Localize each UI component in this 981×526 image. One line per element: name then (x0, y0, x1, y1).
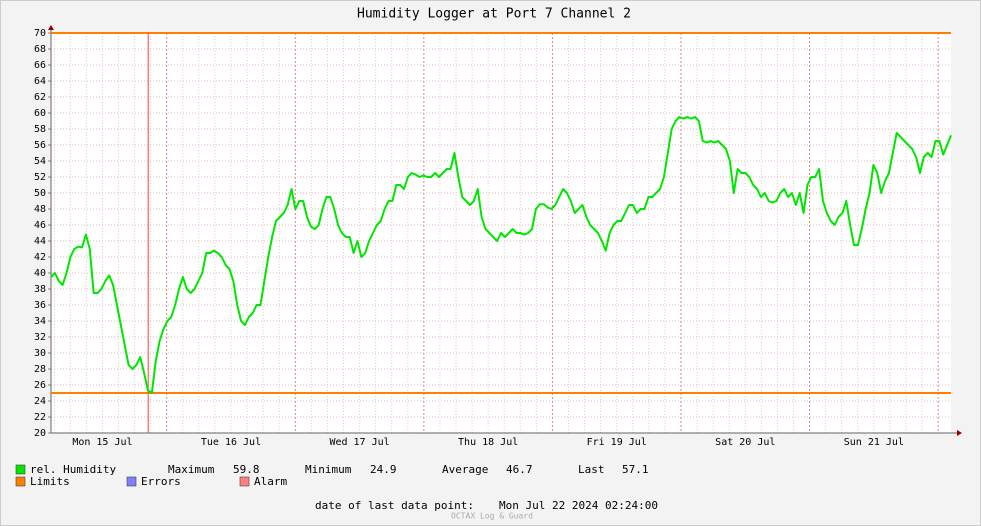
y-tick-label: 28 (34, 364, 46, 375)
y-tick-label: 68 (34, 44, 46, 55)
x-tick-label: Mon 15 Jul (72, 437, 132, 448)
y-tick-label: 22 (34, 412, 46, 423)
y-tick-label: 58 (34, 124, 46, 135)
legend-swatch (15, 476, 26, 487)
stat-label: Maximum (168, 463, 215, 476)
y-tick-label: 32 (34, 332, 46, 343)
y-tick-label: 54 (34, 156, 46, 167)
footer-value: Mon Jul 22 2024 02:24:00 (499, 499, 658, 512)
y-tick-label: 40 (34, 268, 46, 279)
y-tick-label: 20 (34, 428, 46, 439)
y-tick-label: 64 (34, 76, 46, 87)
y-tick-label: 34 (34, 316, 46, 327)
legend-swatch (126, 476, 137, 487)
legend-swatch (15, 464, 26, 475)
x-tick-label: Sat 20 Jul (715, 437, 775, 448)
x-tick-label: Tue 16 Jul (201, 437, 261, 448)
y-arrow (48, 25, 54, 30)
x-tick-label: Sun 21 Jul (844, 437, 904, 448)
stat-label: Minimum (305, 463, 352, 476)
y-tick-label: 24 (34, 396, 46, 407)
stat-label: Average (442, 463, 488, 476)
y-tick-label: 52 (34, 172, 46, 183)
y-tick-label: 30 (34, 348, 46, 359)
x-tick-label: Fri 19 Jul (587, 437, 647, 448)
x-arrow (957, 430, 962, 436)
data-line (50, 116, 952, 394)
x-tick-label: Wed 17 Jul (329, 437, 389, 448)
y-tick-label: 70 (34, 28, 46, 39)
y-tick-label: 62 (34, 92, 46, 103)
legend-swatch (239, 476, 250, 487)
chart-title: Humidity Logger at Port 7 Channel 2 (357, 7, 631, 22)
y-tick-label: 60 (34, 108, 46, 119)
y-tick-label: 50 (34, 188, 46, 199)
y-tick-label: 36 (34, 300, 46, 311)
y-tick-label: 44 (34, 236, 46, 247)
y-tick-label: 48 (34, 204, 46, 215)
legend-label: Alarm (254, 475, 287, 488)
y-tick-label: 66 (34, 60, 46, 71)
legend-label: rel. Humidity (30, 463, 116, 476)
legend-label: Limits (30, 475, 70, 488)
y-tick-label: 46 (34, 220, 46, 231)
y-tick-label: 38 (34, 284, 46, 295)
stat-value: 57.1 (622, 463, 649, 476)
x-tick-label: Thu 18 Jul (458, 437, 518, 448)
y-tick-label: 26 (34, 380, 46, 391)
marks (50, 32, 952, 433)
stat-label: Last (578, 463, 605, 476)
watermark: OCTAX Log & Guard (451, 512, 533, 521)
y-tick-label: 42 (34, 252, 46, 263)
stat-value: 59.8 (233, 463, 260, 476)
stat-value: 46.7 (506, 463, 533, 476)
y-tick-label: 56 (34, 140, 46, 151)
legend-label: Errors (141, 475, 181, 488)
footer-label: date of last data point: (315, 499, 474, 512)
stat-value: 24.9 (370, 463, 397, 476)
legend: rel. Humidity Maximum 59.8 Minimum 24.9 Avera… (15, 463, 649, 488)
